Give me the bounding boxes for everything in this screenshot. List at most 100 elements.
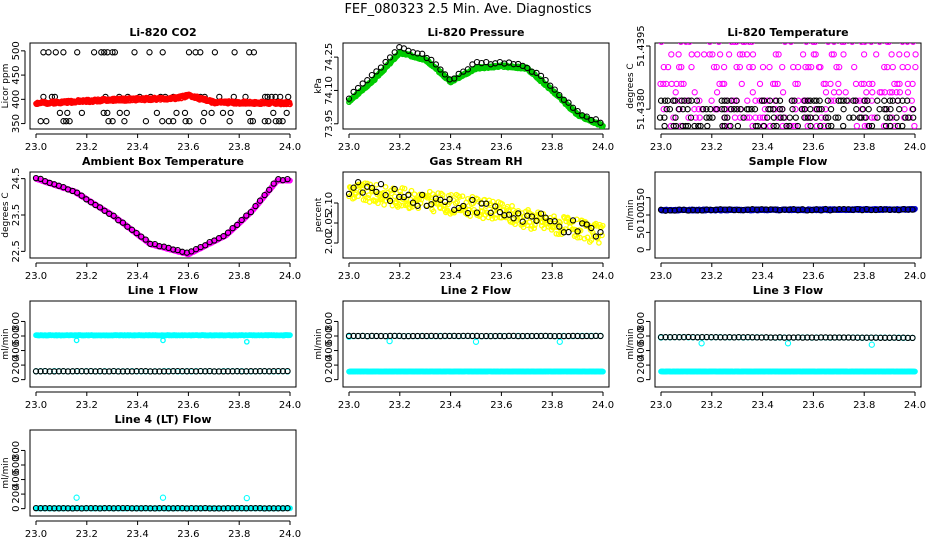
data-point xyxy=(391,332,398,340)
data-point xyxy=(881,206,889,213)
data-point xyxy=(896,80,903,88)
data-point xyxy=(121,118,128,125)
data-point xyxy=(804,114,811,121)
series-avg xyxy=(656,97,917,129)
data-point xyxy=(691,89,698,96)
data-point xyxy=(227,109,234,117)
data-point xyxy=(707,106,714,113)
data-point xyxy=(409,199,417,206)
data-point xyxy=(820,80,827,88)
data-point xyxy=(737,106,744,113)
data-point xyxy=(364,332,371,340)
data-point xyxy=(528,226,534,232)
data-point xyxy=(73,337,80,344)
data-point xyxy=(439,192,446,198)
data-point xyxy=(478,200,485,207)
data-point xyxy=(841,43,848,45)
data-point xyxy=(599,232,605,239)
x-tick-label: 23.8 xyxy=(228,271,250,282)
data-point xyxy=(866,80,873,88)
data-point xyxy=(41,367,49,375)
data-point xyxy=(813,122,820,129)
data-point xyxy=(220,368,227,375)
panel-title: Sample Flow xyxy=(749,155,828,168)
data-point xyxy=(437,332,444,340)
data-point xyxy=(695,122,702,129)
data-point xyxy=(547,332,554,340)
data-point xyxy=(743,51,751,58)
data-point xyxy=(73,367,81,375)
data-point xyxy=(428,201,435,208)
data-point xyxy=(428,56,435,64)
data-point xyxy=(373,332,380,340)
data-point xyxy=(675,106,682,113)
data-point xyxy=(569,217,577,224)
data-point xyxy=(761,114,768,121)
data-point xyxy=(752,122,759,129)
data-point xyxy=(284,367,291,375)
data-point xyxy=(835,114,842,121)
data-point xyxy=(401,185,408,192)
data-point xyxy=(359,332,366,340)
data-point xyxy=(350,332,357,340)
y-axis-label: degrees C xyxy=(626,63,636,108)
data-point xyxy=(266,186,273,193)
data-point xyxy=(483,332,490,340)
data-point xyxy=(694,207,701,214)
x-tick-label: 23.4 xyxy=(126,142,148,153)
data-point xyxy=(831,43,837,45)
data-point xyxy=(382,191,389,199)
data-point xyxy=(64,368,72,375)
data-point xyxy=(878,89,885,96)
data-point xyxy=(533,69,540,77)
data-point xyxy=(160,337,166,344)
data-point xyxy=(419,332,426,340)
data-point xyxy=(32,368,40,375)
data-point xyxy=(124,368,131,375)
data-point xyxy=(123,109,130,117)
data-point xyxy=(694,51,701,58)
data-point xyxy=(600,368,606,375)
data-point xyxy=(728,43,735,45)
data-point xyxy=(899,63,906,71)
data-point xyxy=(760,122,768,129)
data-point xyxy=(128,226,136,233)
data-point xyxy=(693,97,701,104)
data-point xyxy=(681,97,688,104)
data-point xyxy=(785,206,793,213)
data-point xyxy=(893,114,900,121)
data-point xyxy=(414,50,421,57)
data-point xyxy=(220,233,227,240)
data-point xyxy=(882,122,890,129)
data-point xyxy=(779,122,786,129)
data-point xyxy=(758,206,765,213)
data-point xyxy=(147,368,154,375)
data-point xyxy=(745,106,752,113)
data-point xyxy=(116,109,123,117)
data-point xyxy=(775,51,782,58)
data-point xyxy=(159,49,166,56)
data-point xyxy=(712,206,720,213)
data-point xyxy=(215,368,223,375)
data-point xyxy=(153,109,161,117)
x-tick-label: 24.0 xyxy=(592,400,614,411)
data-point xyxy=(211,368,218,375)
data-point xyxy=(783,122,790,129)
data-point xyxy=(830,51,837,58)
data-point xyxy=(106,368,113,375)
data-point xyxy=(773,122,780,129)
data-point xyxy=(727,122,734,129)
data-point xyxy=(743,114,751,121)
data-point xyxy=(45,49,52,56)
data-point xyxy=(174,367,181,375)
x-tick-label: 23.0 xyxy=(338,271,360,282)
data-point xyxy=(748,43,755,45)
data-point xyxy=(746,114,753,121)
data-point xyxy=(272,118,279,125)
data-point xyxy=(51,368,58,375)
data-point xyxy=(487,332,494,340)
data-point xyxy=(781,206,788,213)
data-point xyxy=(386,337,393,345)
data-point xyxy=(211,49,219,56)
data-point xyxy=(505,332,513,340)
